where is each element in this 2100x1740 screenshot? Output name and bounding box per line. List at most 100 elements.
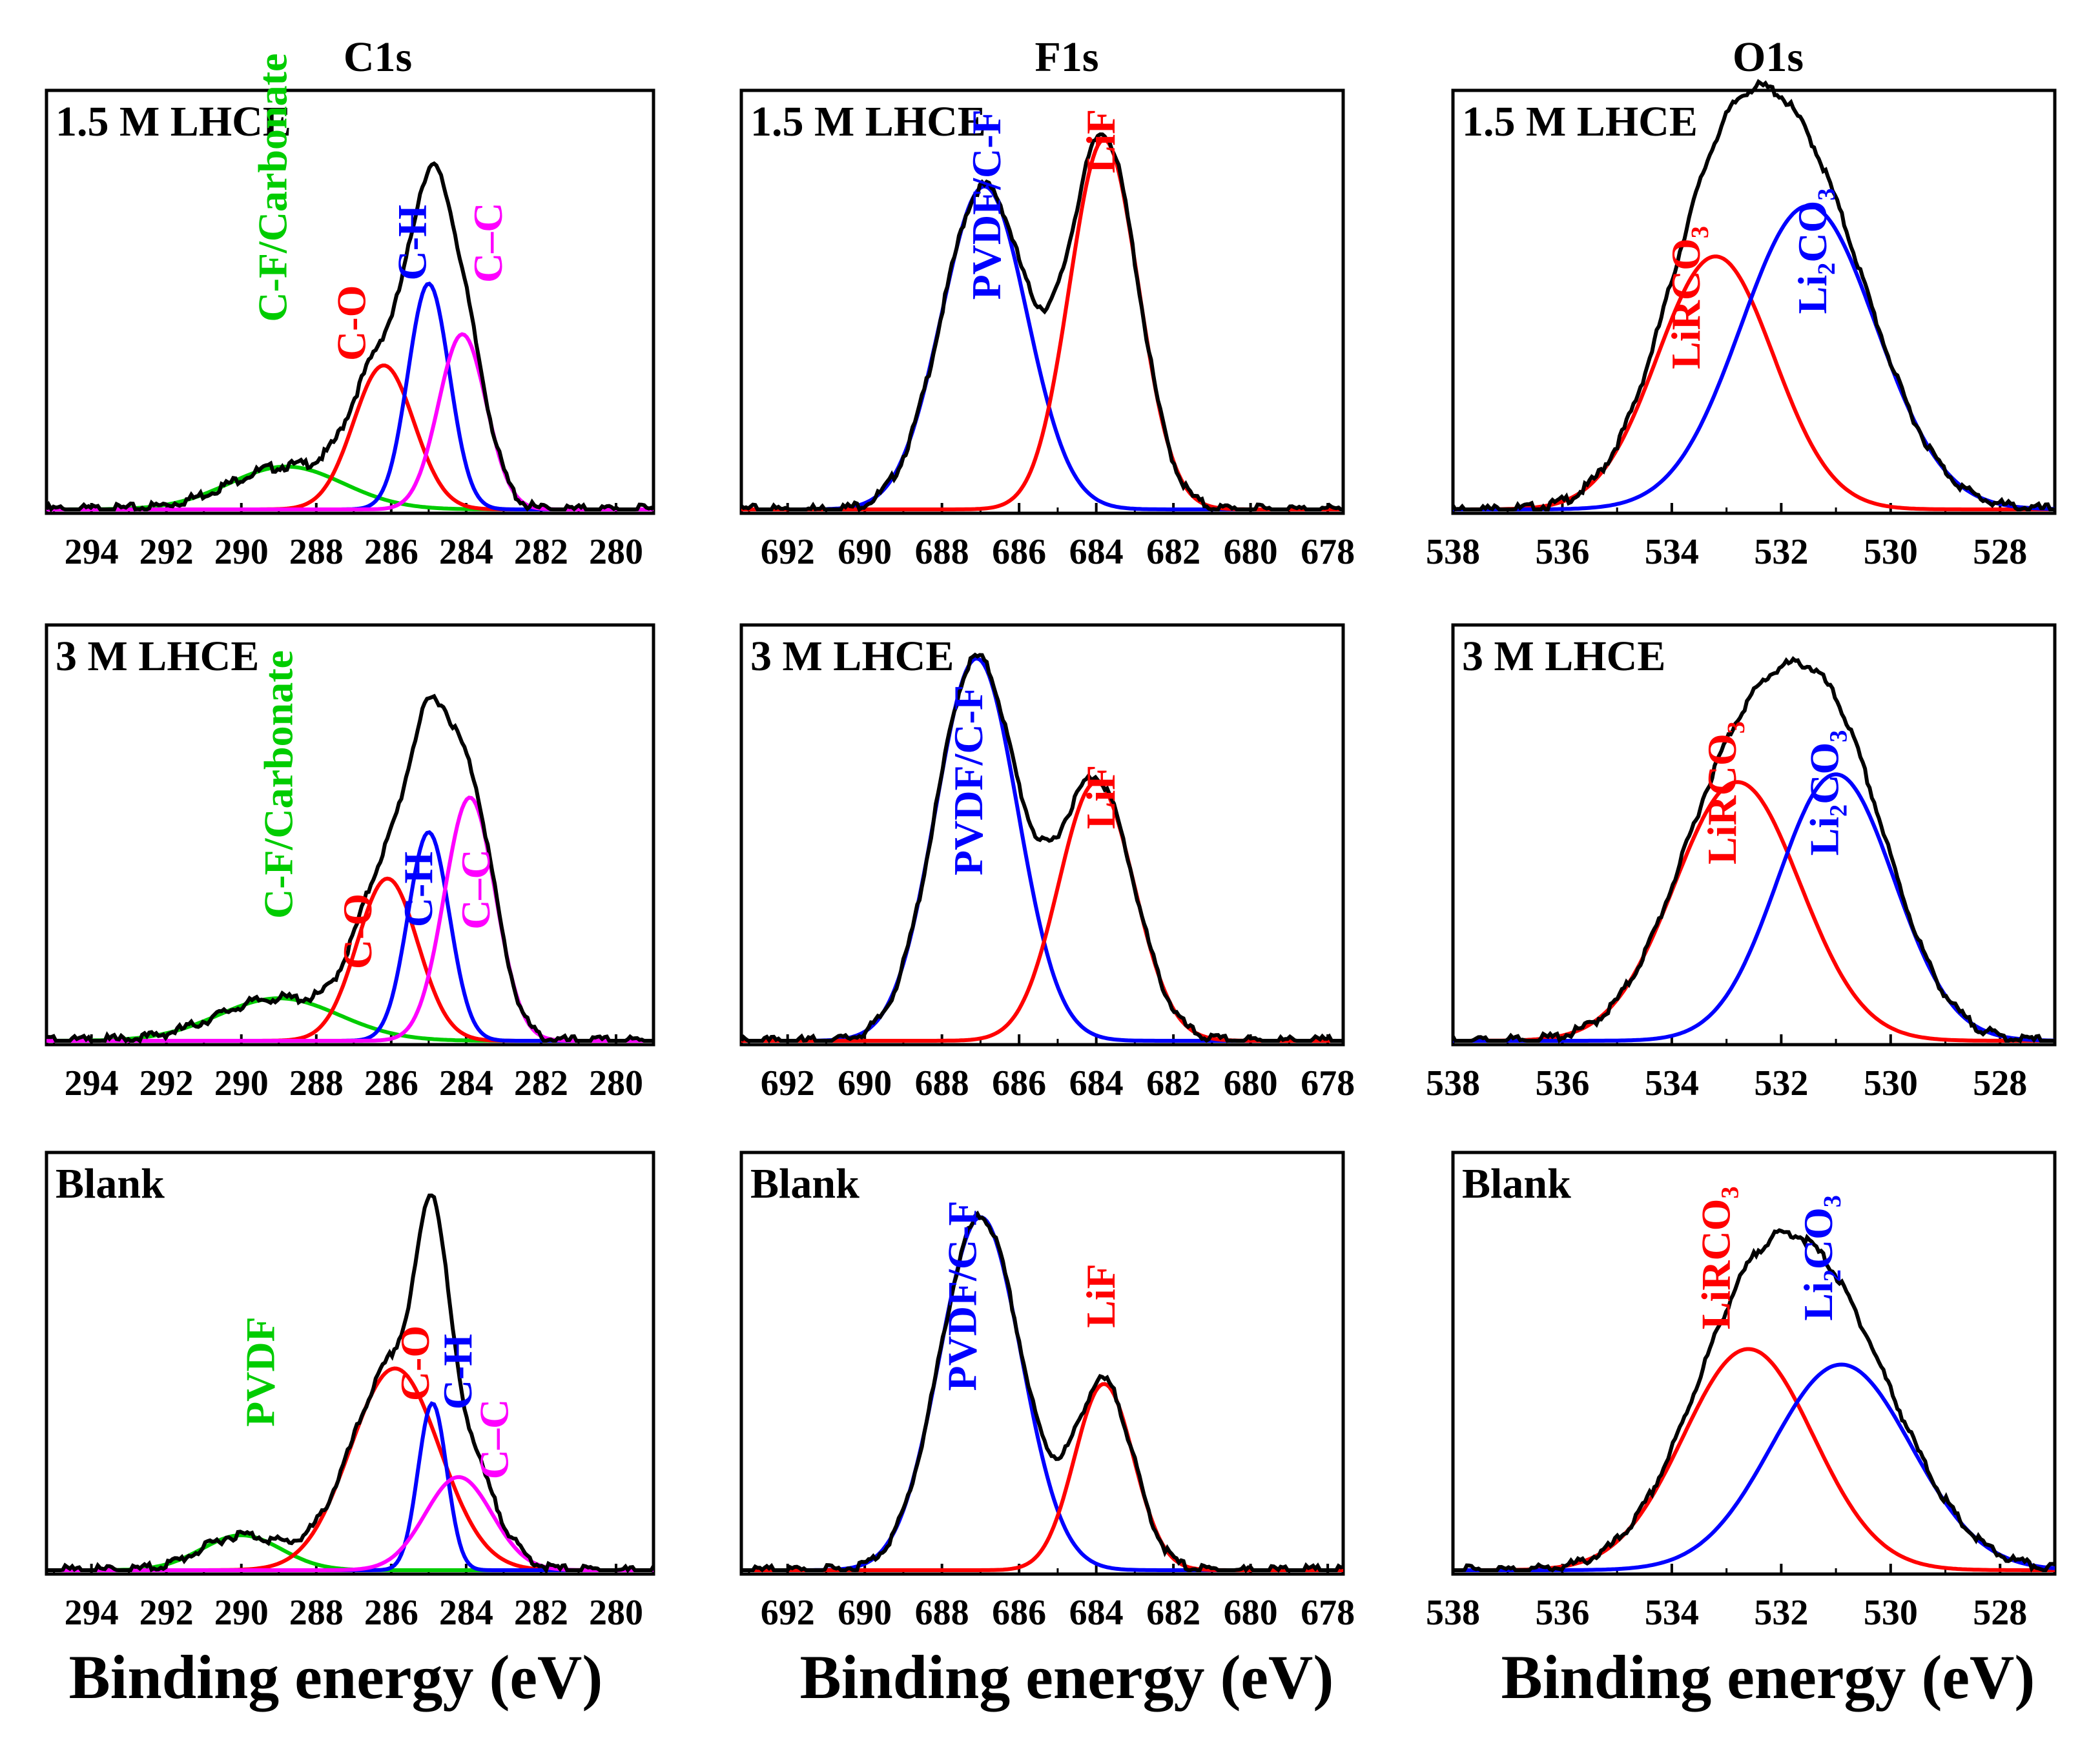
x-tick-label: 292 xyxy=(139,1593,194,1633)
x-tick-label: 686 xyxy=(992,532,1046,572)
experimental-spectrum xyxy=(741,1210,1344,1573)
peak-label: C-H xyxy=(395,852,441,927)
x-tick-label: 686 xyxy=(992,1593,1046,1633)
peak-label: C-O xyxy=(392,1325,438,1401)
sample-label: 3 M LHCE xyxy=(56,633,259,680)
x-tick-label: 682 xyxy=(1146,532,1200,572)
x-tick-label: 282 xyxy=(514,532,568,572)
peak-label: C-F/Carbonate xyxy=(256,650,302,919)
x-tick-label: 286 xyxy=(364,1063,418,1103)
x-tick-label: 288 xyxy=(289,1593,344,1633)
x-tick-label: 534 xyxy=(1645,1063,1699,1103)
component-curve-pvdf-c-f xyxy=(741,1215,1343,1572)
x-tick-label: 688 xyxy=(915,1593,969,1633)
x-tick-label: 692 xyxy=(761,532,815,572)
x-tick-label: 532 xyxy=(1754,1593,1808,1633)
experimental-spectrum xyxy=(739,132,1343,513)
x-tick-label: 680 xyxy=(1224,532,1278,572)
panel-c1s-1: 294 292 290 288 286 284 282 280 3 M LHCEC-F/Carb… xyxy=(45,623,655,1103)
x-tick-label: 538 xyxy=(1426,1063,1480,1103)
x-tick-label: 678 xyxy=(1301,1593,1355,1633)
x-tick-label: 280 xyxy=(589,1063,643,1103)
x-axis-title-f1s: Binding energy (eV) xyxy=(800,1643,1334,1712)
panel-f1s-0: 692 690 688 686 684 682 680 678 1.5 M LHCEPVDF/C… xyxy=(739,88,1355,572)
x-tick-label: 528 xyxy=(1973,1063,2027,1103)
component-curve-c-f-carbonate xyxy=(46,996,654,1043)
x-tick-label: 288 xyxy=(289,1063,344,1103)
sample-label: 3 M LHCE xyxy=(750,633,954,680)
x-tick-label: 534 xyxy=(1645,1593,1699,1633)
component-curve-lirco- xyxy=(1453,254,2055,511)
plot-frame xyxy=(739,1151,1345,1576)
x-tick-label: 528 xyxy=(1973,532,2027,572)
experimental-spectrum xyxy=(1451,656,2055,1044)
x-tick-label: 690 xyxy=(838,1593,892,1633)
x-tick-label: 682 xyxy=(1146,1593,1200,1633)
component-curve-lif xyxy=(741,780,1343,1043)
peak-label: C-O xyxy=(335,894,380,969)
peak-label: C-H xyxy=(435,1334,480,1409)
x-tick-label: 280 xyxy=(589,1593,643,1633)
x-tick-label: 282 xyxy=(514,1593,568,1633)
x-axis-title-o1s: Binding energy (eV) xyxy=(1501,1643,2035,1712)
peak-label: Li₂CO₃ xyxy=(1795,1195,1841,1321)
x-tick-label: 530 xyxy=(1864,1063,1918,1103)
component-curve-lif xyxy=(741,138,1343,511)
sample-label: Blank xyxy=(1462,1160,1571,1207)
x-tick-label: 292 xyxy=(139,532,194,572)
x-tick-label: 282 xyxy=(514,1063,568,1103)
x-tick-label: 532 xyxy=(1754,1063,1808,1103)
x-tick-label: 290 xyxy=(214,1063,269,1103)
peak-label: C–C xyxy=(453,849,499,929)
x-tick-label: 528 xyxy=(1973,1593,2027,1633)
panel-c1s-0: 294 292 290 288 286 284 282 280 1.5 M LHCEC-F/Ca… xyxy=(45,54,655,572)
component-curve-lirco- xyxy=(1453,1347,2055,1572)
component-curve-li-co- xyxy=(1453,772,2055,1043)
x-tick-label: 684 xyxy=(1069,1593,1124,1633)
panel-c1s-2: 294 292 290 288 286 284 282 280 Blank PVDF C-OC-HC… xyxy=(45,1151,655,1633)
experimental-spectrum xyxy=(46,1193,655,1575)
plot-frame xyxy=(45,623,655,1047)
experimental-spectrum xyxy=(739,652,1343,1044)
x-tick-label: 680 xyxy=(1224,1593,1278,1633)
x-tick-label: 284 xyxy=(439,1063,493,1103)
x-tick-label: 684 xyxy=(1069,532,1124,572)
x-tick-label: 692 xyxy=(761,1593,815,1633)
peak-label: C–C xyxy=(471,1399,517,1479)
x-tick-label: 288 xyxy=(289,532,344,572)
panel-o1s-0: 538 536 534 532 530 528 1.5 M LHCE LiRCO₃ Li₂CO₃ xyxy=(1426,79,2057,572)
sample-label: 1.5 M LHCE xyxy=(56,98,291,145)
sample-label: 1.5 M LHCE xyxy=(1462,98,1698,145)
plot-frame xyxy=(1451,1151,2057,1576)
peak-label: PVDF/C-F xyxy=(945,685,991,875)
component-curve-pvdf-c-f xyxy=(741,656,1343,1043)
component-curve-lirco- xyxy=(1453,780,2055,1043)
x-tick-label: 284 xyxy=(439,1593,493,1633)
peak-label: LiRCO₃ xyxy=(1663,226,1709,369)
panel-f1s-1: 692 690 688 686 684 682 680 678 3 M LHCE PVDF/C-F… xyxy=(739,623,1355,1103)
x-tick-label: 286 xyxy=(364,532,418,572)
panel-o1s-1: 538 536 534 532 530 528 3 M LHCE LiRCO₃ Li₂CO₃ xyxy=(1426,623,2057,1103)
x-tick-label: 538 xyxy=(1426,532,1480,572)
component-curve-c-h xyxy=(46,1401,654,1572)
experimental-spectrum xyxy=(1451,79,2055,512)
x-tick-label: 680 xyxy=(1224,1063,1278,1103)
x-tick-label: 532 xyxy=(1754,532,1808,572)
column-header-f1s: F1s xyxy=(1035,34,1099,81)
x-tick-label: 682 xyxy=(1146,1063,1200,1103)
peak-label: Li₂CO₃ xyxy=(1789,188,1835,314)
x-tick-label: 692 xyxy=(761,1063,815,1103)
sample-label: 1.5 M LHCE xyxy=(750,98,986,145)
plot-frame xyxy=(45,1151,655,1576)
x-tick-label: 284 xyxy=(439,532,493,572)
x-tick-label: 290 xyxy=(214,1593,269,1633)
column-header-c1s: C1s xyxy=(344,34,412,81)
x-tick-label: 530 xyxy=(1864,532,1918,572)
column-header-o1s: O1s xyxy=(1733,34,1804,81)
peak-label: C-F/Carbonate xyxy=(249,54,295,322)
experimental-spectrum xyxy=(46,693,654,1044)
component-curve-c-f-carbonate xyxy=(46,464,654,511)
x-tick-label: 280 xyxy=(589,532,643,572)
peak-label: LiF xyxy=(1078,765,1124,830)
